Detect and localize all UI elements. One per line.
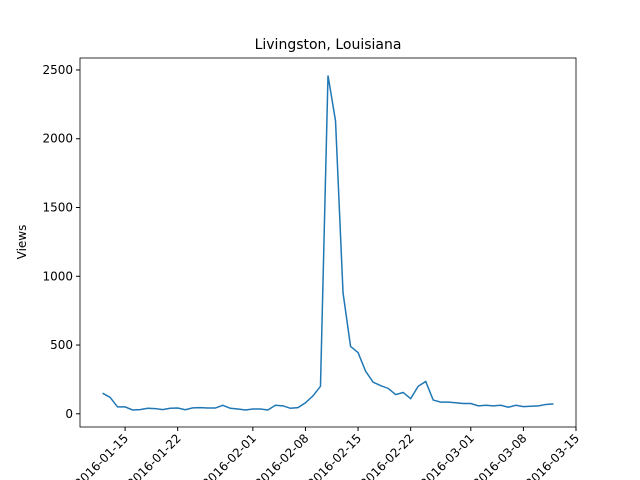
x-tick-label: 2016-01-15 xyxy=(72,431,131,480)
line xyxy=(102,75,554,411)
x-tick-label: 2016-03-01 xyxy=(418,431,477,480)
y-tick-label: 1000 xyxy=(42,269,73,283)
x-tick-label: 2016-03-15 xyxy=(523,431,582,480)
x-tick-label: 2016-02-15 xyxy=(305,431,364,480)
plot-frame xyxy=(79,57,577,428)
x-tick-label: 2016-02-08 xyxy=(252,431,311,480)
y-tick-label: 2500 xyxy=(42,63,73,77)
y-axis-label: Views xyxy=(15,225,29,260)
chart-title: Livingston, Louisiana xyxy=(255,37,402,53)
y-tick-label: 1500 xyxy=(42,200,73,214)
x-tick-label: 2016-02-01 xyxy=(200,431,259,480)
x-tick-label: 2016-03-08 xyxy=(470,431,529,480)
y-tick-label: 0 xyxy=(65,407,73,421)
x-tick-label: 2016-02-22 xyxy=(358,431,417,480)
x-tick-label: 2016-01-22 xyxy=(125,431,184,480)
y-tick-label: 2000 xyxy=(42,132,73,146)
y-tick-label: 500 xyxy=(50,338,73,352)
